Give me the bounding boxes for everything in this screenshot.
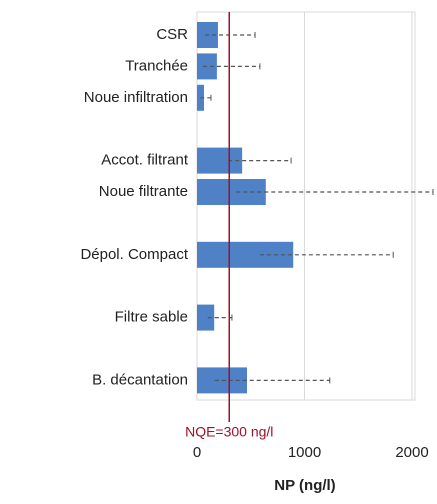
bar [197, 241, 294, 268]
y-tick-label: B. décantation [92, 371, 188, 388]
reference-label: NQE=300 ng/l [185, 424, 273, 440]
x-tick-label: 1000 [288, 444, 321, 461]
x-tick-label: 0 [193, 444, 201, 461]
y-tick-label: Accot. filtrant [101, 152, 189, 169]
bar [197, 179, 266, 205]
bar [197, 147, 243, 174]
y-tick-label: Filtre sable [115, 309, 188, 326]
y-tick-label: Dépol. Compact [80, 246, 188, 263]
y-tick-label: Tranchée [125, 57, 188, 74]
x-axis-title: NP (ng/l) [274, 477, 335, 494]
y-tick-label: Noue infiltration [84, 89, 188, 106]
bar [197, 304, 215, 331]
bar [197, 53, 217, 80]
y-tick-label: Noue filtrante [99, 183, 188, 200]
y-tick-label: CSR [156, 26, 188, 43]
x-tick-label: 2000 [395, 444, 428, 461]
